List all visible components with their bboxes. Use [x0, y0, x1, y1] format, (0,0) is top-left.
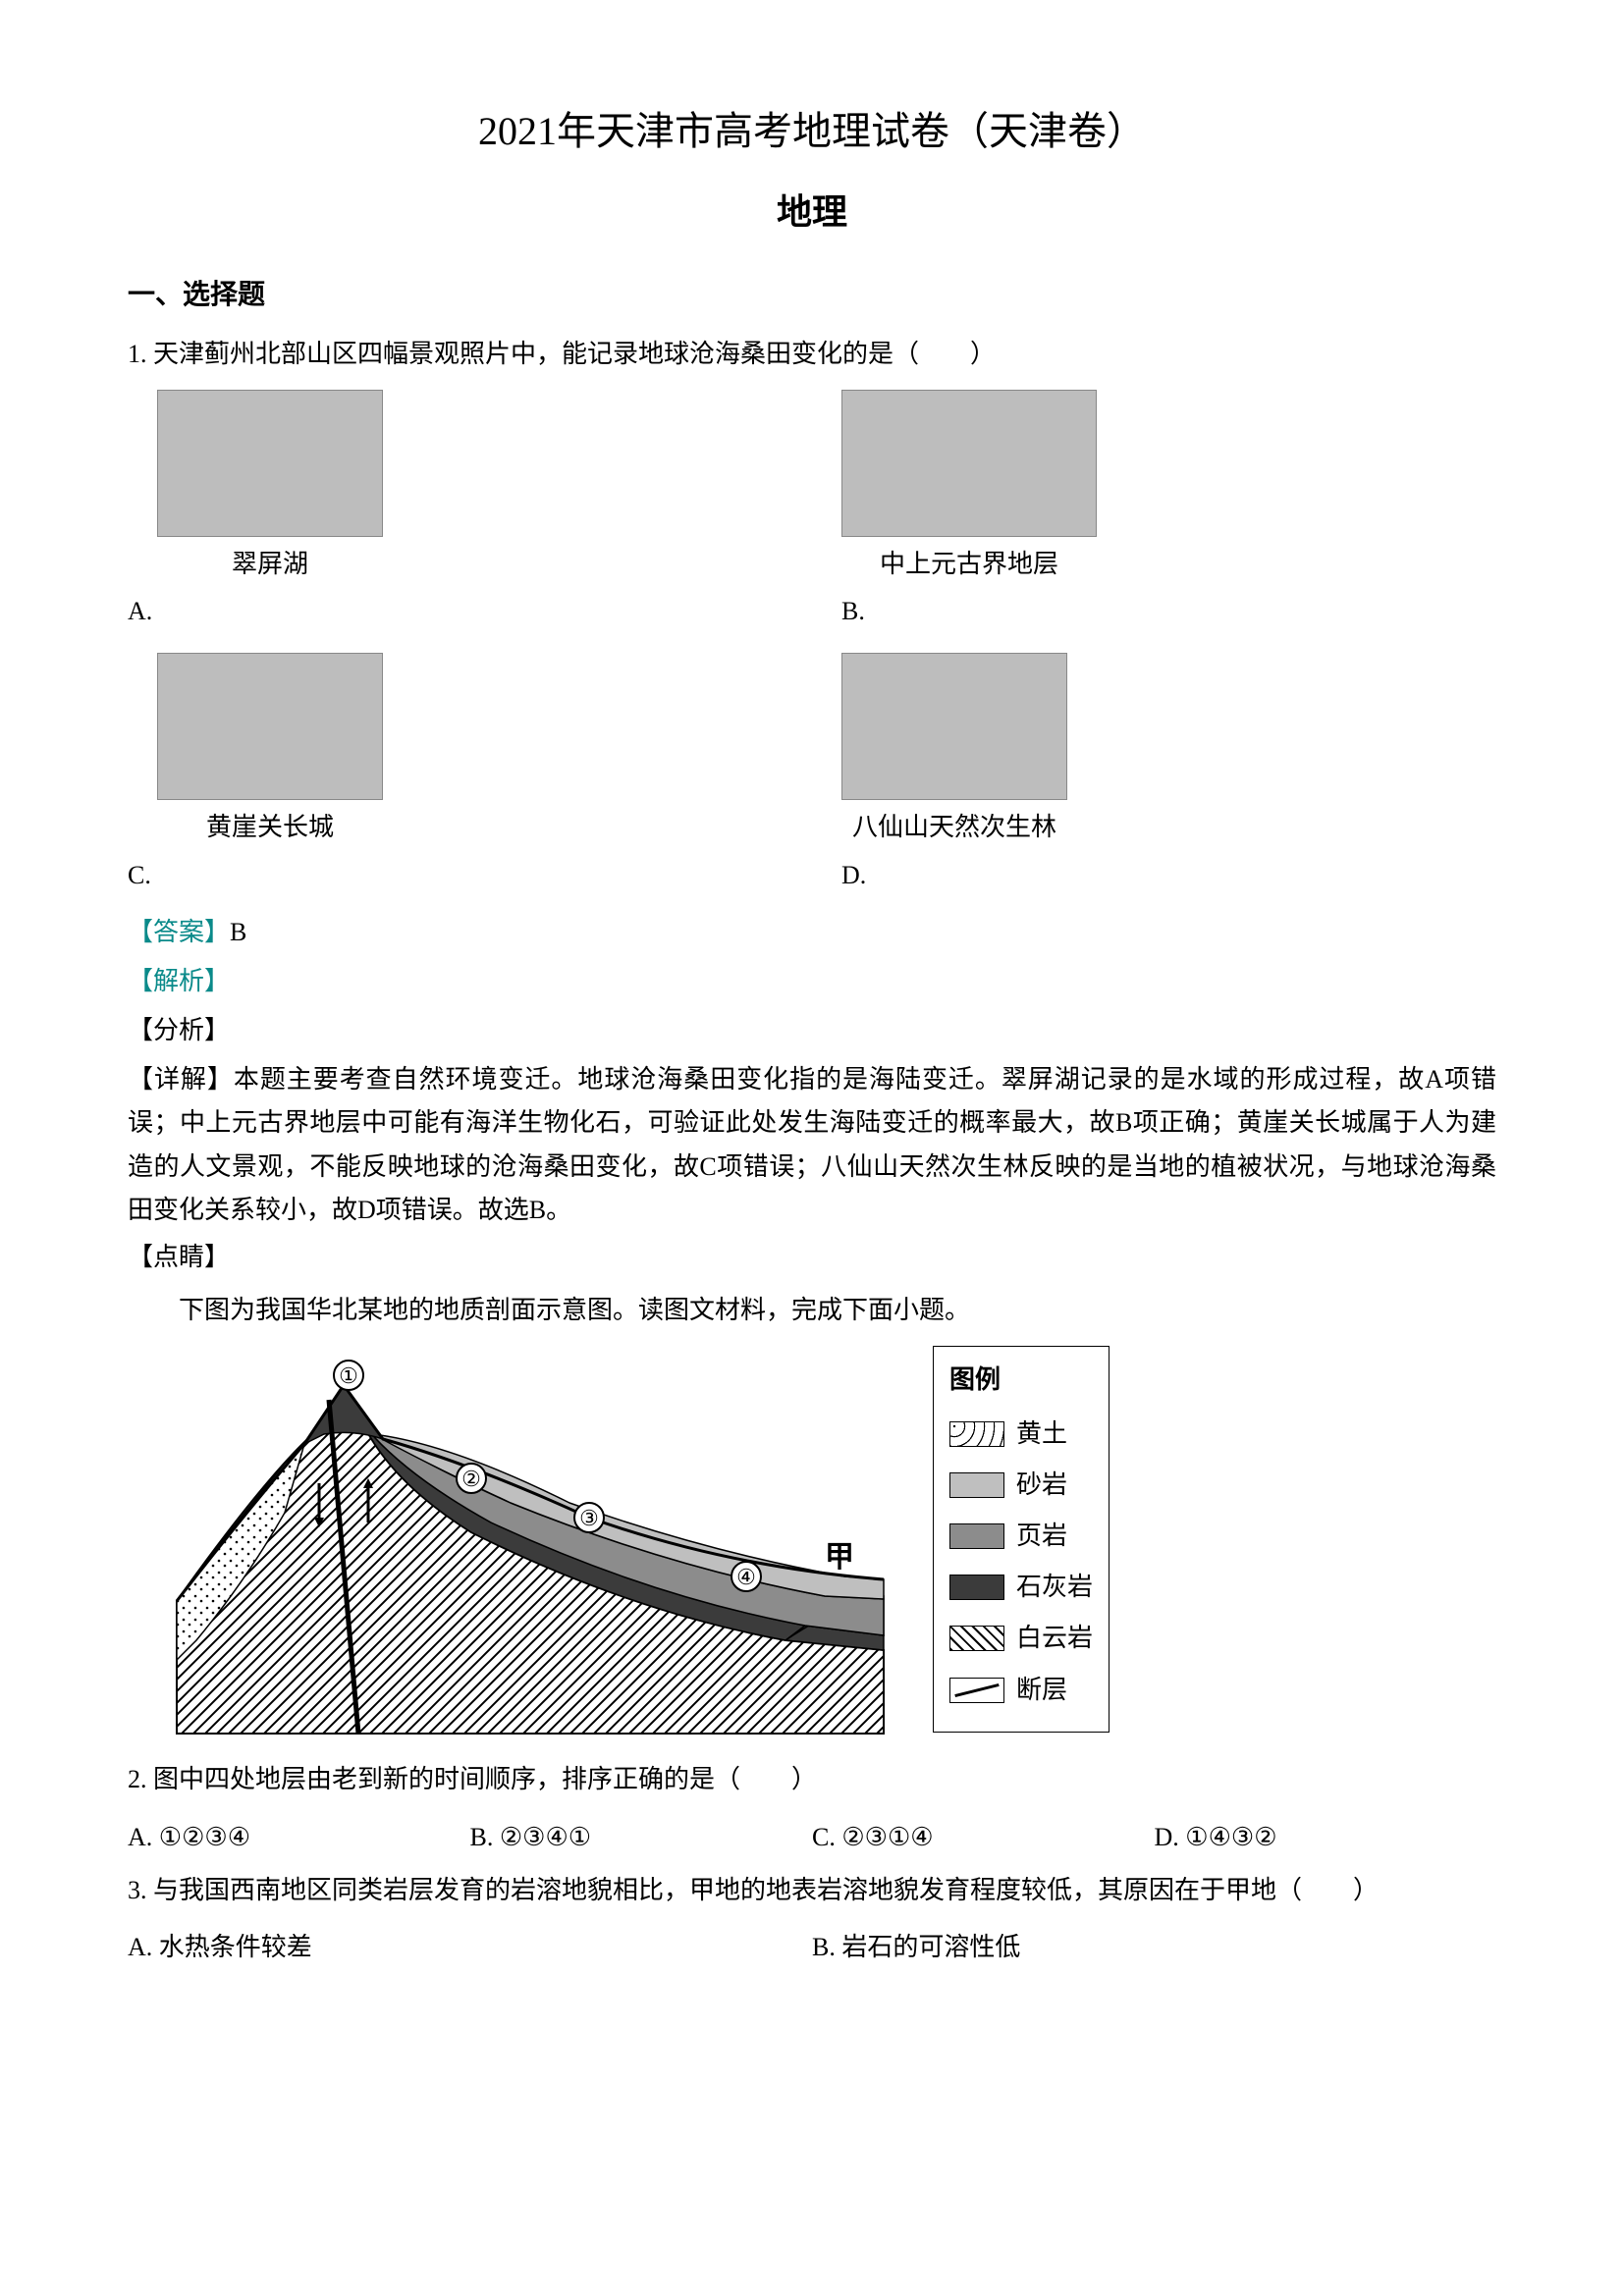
- legend-label-2: 页岩: [1016, 1515, 1067, 1558]
- image-forest: [841, 653, 1067, 800]
- geology-cross-section: ① ② ③ ④ 甲: [157, 1346, 903, 1738]
- section-heading: 一、选择题: [128, 272, 1496, 319]
- marker-1: ①: [339, 1363, 358, 1388]
- q3-opt-a: A. 水热条件较差: [128, 1926, 812, 1969]
- answer-line: 【答案】B: [128, 911, 1496, 954]
- legend-item-fault: 断层: [949, 1669, 1093, 1712]
- caption-d: 八仙山天然次生林: [841, 806, 1067, 849]
- legend-item-shayan: 砂岩: [949, 1464, 1093, 1507]
- q1-stem: 1. 天津蓟州北部山区四幅景观照片中，能记录地球沧海桑田变化的是（ ）: [128, 333, 1496, 376]
- letter-d: D.: [841, 854, 1496, 897]
- caption-c: 黄崖关长城: [157, 806, 383, 849]
- letter-b: B.: [841, 590, 1496, 633]
- legend-item-baiyunyan: 白云岩: [949, 1617, 1093, 1660]
- detail-label: 【详解】: [128, 1065, 234, 1094]
- legend-title: 图例: [949, 1359, 1093, 1402]
- geology-diagram-wrap: ① ② ③ ④ 甲 图例 黄土 砂岩 页岩 石灰岩 白云岩: [157, 1346, 1496, 1738]
- legend-label-0: 黄土: [1016, 1413, 1067, 1456]
- letter-a: A.: [128, 590, 783, 633]
- q3-stem: 3. 与我国西南地区同类岩层发育的岩溶地貌相比，甲地的地表岩溶地貌发育程度较低，…: [128, 1869, 1496, 1912]
- page-title: 2021年天津市高考地理试卷（天津卷）: [128, 98, 1496, 165]
- image-strata: [841, 390, 1097, 537]
- answer-value: B: [230, 918, 246, 946]
- image-cuipinghu: [157, 390, 383, 537]
- marker-jia: 甲: [825, 1541, 854, 1574]
- page-subtitle: 地理: [128, 183, 1496, 242]
- q1-options-grid: 翠屏湖 A. 中上元古界地层 B. 黄崖关长城 C. 八仙山天然次生林 D.: [128, 390, 1496, 897]
- stem2-intro: 下图为我国华北某地的地质剖面示意图。读图文材料，完成下面小题。: [128, 1289, 1496, 1332]
- legend-label-5: 断层: [1016, 1669, 1067, 1712]
- q1-option-a: 翠屏湖 A.: [128, 390, 783, 633]
- dianqing-label: 【点睛】: [128, 1236, 1496, 1279]
- answer-label: 【答案】: [128, 918, 230, 946]
- legend-item-yeyan: 页岩: [949, 1515, 1093, 1558]
- caption-a: 翠屏湖: [157, 543, 383, 586]
- legend-label-4: 白云岩: [1016, 1617, 1093, 1660]
- q2-opt-b: B. ②③④①: [470, 1816, 813, 1859]
- q1-option-c: 黄崖关长城 C.: [128, 653, 783, 896]
- image-greatwall: [157, 653, 383, 800]
- q2-options: A. ①②③④ B. ②③④① C. ②③①④ D. ①④③②: [128, 1816, 1496, 1859]
- q3-options: A. 水热条件较差 B. 岩石的可溶性低: [128, 1926, 1496, 1969]
- q2-opt-d: D. ①④③②: [1155, 1816, 1497, 1859]
- legend-box: 图例 黄土 砂岩 页岩 石灰岩 白云岩 断层: [933, 1346, 1110, 1732]
- legend-label-1: 砂岩: [1016, 1464, 1067, 1507]
- q1-option-b: 中上元古界地层 B.: [841, 390, 1496, 633]
- caption-b: 中上元古界地层: [841, 543, 1097, 586]
- q3-opt-b: B. 岩石的可溶性低: [812, 1926, 1496, 1969]
- legend-item-huangtu: 黄土: [949, 1413, 1093, 1456]
- detail-paragraph: 【详解】本题主要考查自然环境变迁。地球沧海桑田变化指的是海陆变迁。翠屏湖记录的是…: [128, 1058, 1496, 1232]
- legend-label-3: 石灰岩: [1016, 1566, 1093, 1609]
- q1-option-d: 八仙山天然次生林 D.: [841, 653, 1496, 896]
- jiexi-label: 【解析】: [128, 960, 1496, 1003]
- letter-c: C.: [128, 854, 783, 897]
- legend-item-shihuiyan: 石灰岩: [949, 1566, 1093, 1609]
- marker-2: ②: [461, 1467, 481, 1491]
- marker-3: ③: [579, 1506, 599, 1530]
- q2-stem: 2. 图中四处地层由老到新的时间顺序，排序正确的是（ ）: [128, 1758, 1496, 1801]
- q2-opt-c: C. ②③①④: [812, 1816, 1155, 1859]
- q2-opt-a: A. ①②③④: [128, 1816, 470, 1859]
- detail-text: 本题主要考查自然环境变迁。地球沧海桑田变化指的是海陆变迁。翠屏湖记录的是水域的形…: [128, 1065, 1496, 1224]
- marker-4: ④: [736, 1565, 756, 1589]
- fenxi-label: 【分析】: [128, 1009, 1496, 1052]
